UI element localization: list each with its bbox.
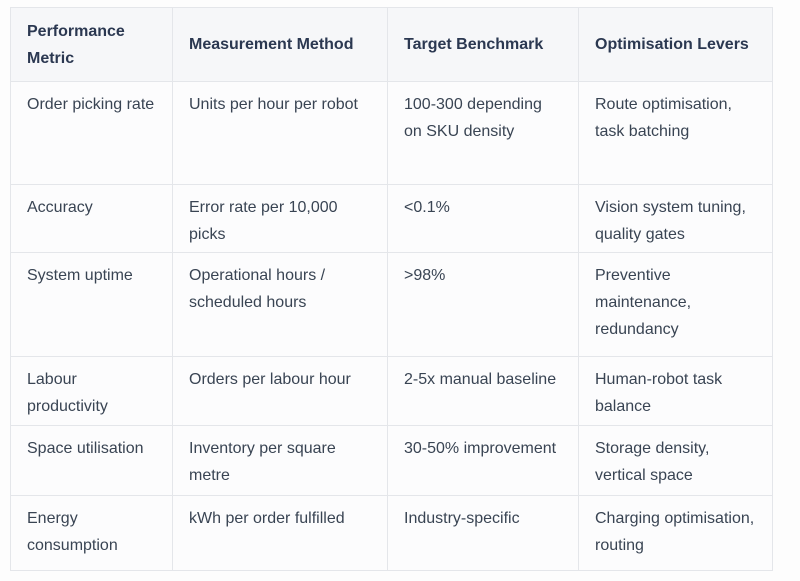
table-cell: System uptime xyxy=(10,252,173,357)
table-row: Accuracy Error rate per 10,000 picks <0.… xyxy=(10,184,773,253)
table-row: Energy consumption kWh per order fulfill… xyxy=(10,495,773,571)
table-cell: Operational hours / scheduled hours xyxy=(172,252,388,357)
table-cell: 100-300 depending on SKU density xyxy=(387,81,579,185)
table-cell: Route optimisation, task batching xyxy=(578,81,773,185)
table-cell: kWh per order fulfilled xyxy=(172,495,388,571)
column-header-target-benchmark: Target Benchmark xyxy=(387,7,579,82)
table-row: Order picking rate Units per hour per ro… xyxy=(10,81,773,185)
table-cell: Space utilisation xyxy=(10,425,173,496)
table-cell: Preventive maintenance, redundancy xyxy=(578,252,773,357)
table-cell: Accuracy xyxy=(10,184,173,253)
table-body: Order picking rate Units per hour per ro… xyxy=(10,81,773,571)
table-cell: Units per hour per robot xyxy=(172,81,388,185)
table-cell: Orders per labour hour xyxy=(172,356,388,426)
table-cell: Storage density, vertical space xyxy=(578,425,773,496)
header-row: Performance Metric Measurement Method Ta… xyxy=(10,7,773,82)
table-cell: Inventory per square metre xyxy=(172,425,388,496)
table-cell: Industry-specific xyxy=(387,495,579,571)
table-cell: >98% xyxy=(387,252,579,357)
column-header-optimisation-levers: Optimisation Levers xyxy=(578,7,773,82)
table-row: Space utilisation Inventory per square m… xyxy=(10,425,773,496)
table-cell: Order picking rate xyxy=(10,81,173,185)
table-header: Performance Metric Measurement Method Ta… xyxy=(10,7,773,82)
table-cell: 2-5x manual baseline xyxy=(387,356,579,426)
table-row: System uptime Operational hours / schedu… xyxy=(10,252,773,357)
table-cell: Human-robot task balance xyxy=(578,356,773,426)
table-cell: Charging optimisation, routing xyxy=(578,495,773,571)
column-header-measurement-method: Measurement Method xyxy=(172,7,388,82)
table-cell: Error rate per 10,000 picks xyxy=(172,184,388,253)
table-cell: 30-50% improvement xyxy=(387,425,579,496)
column-header-performance-metric: Performance Metric xyxy=(10,7,173,82)
table-row: Labour productivity Orders per labour ho… xyxy=(10,356,773,426)
robot-performance-metrics-table: Performance Metric Measurement Method Ta… xyxy=(10,7,773,571)
table-cell: Vision system tuning, quality gates xyxy=(578,184,773,253)
table-cell: <0.1% xyxy=(387,184,579,253)
table-cell: Labour productivity xyxy=(10,356,173,426)
table-cell: Energy consumption xyxy=(10,495,173,571)
